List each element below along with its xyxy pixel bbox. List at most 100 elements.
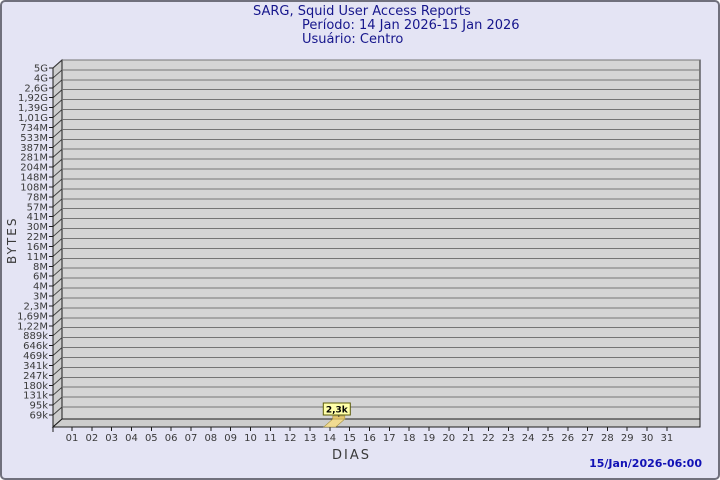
- y-tick-label: 69k: [29, 411, 48, 422]
- x-tick-label: 08: [204, 433, 217, 444]
- floor-3d: [51, 418, 701, 428]
- x-tick-label: 23: [502, 433, 515, 444]
- wall-grid-segment: [52, 238, 63, 247]
- y-tick-label: 180k: [23, 381, 48, 392]
- y-tick-label: 30M: [27, 222, 48, 233]
- wall-grid-segment: [52, 297, 63, 307]
- x-tick-label: 05: [145, 433, 158, 444]
- wall-grid-segment: [52, 228, 63, 237]
- report-user: Usuário: Centro: [302, 32, 404, 47]
- y-tick-label: 1,92G: [18, 93, 48, 104]
- x-tick-label: 03: [105, 433, 118, 444]
- wall-grid-segment: [52, 99, 63, 108]
- x-tick-label: 09: [224, 433, 237, 444]
- wall-grid-segment: [52, 79, 63, 89]
- y-tick-label: 247k: [23, 371, 48, 382]
- x-tick-label: 27: [581, 433, 594, 444]
- wall-grid-segment: [52, 89, 63, 99]
- y-axis-title: BYTES: [5, 216, 19, 264]
- y-tick-label: 78M: [27, 192, 48, 203]
- wall-grid-segment: [52, 327, 63, 337]
- report-period: Período: 14 Jan 2026-15 Jan 2026: [302, 18, 520, 33]
- x-tick-label: 28: [601, 433, 614, 444]
- y-tick-label: 646k: [23, 341, 48, 352]
- wall-grid-segment: [52, 148, 63, 158]
- x-tick-label: 29: [621, 433, 634, 444]
- x-tick-label: 06: [165, 433, 178, 444]
- y-tick-label: 1,39G: [18, 103, 48, 114]
- x-tick-label: 12: [284, 433, 297, 444]
- wall-grid-segment: [52, 406, 63, 416]
- y-tick-label: 281M: [20, 153, 48, 164]
- y-tick-label: 41M: [27, 212, 48, 223]
- x-tick-label: 04: [125, 433, 138, 444]
- wall-grid-segment: [52, 178, 63, 188]
- wall-grid-segment: [52, 376, 63, 386]
- x-tick-label: 13: [304, 433, 317, 444]
- wall-grid-segment: [52, 138, 63, 148]
- wall-grid-segment: [52, 198, 63, 208]
- generated-timestamp: 15/Jan/2026-06:00: [589, 457, 702, 470]
- x-tick-label: 18: [403, 433, 416, 444]
- wall-grid-segment: [52, 317, 63, 327]
- x-tick-label: 07: [185, 433, 198, 444]
- wall-grid-segment: [52, 248, 63, 257]
- wall-grid-segment: [52, 386, 63, 396]
- y-tick-label: 889k: [23, 331, 48, 342]
- y-tick-label: 148M: [20, 173, 48, 184]
- x-tick-label: 30: [641, 433, 654, 444]
- y-tick-label: 57M: [27, 202, 48, 213]
- wall-grid-segment: [52, 129, 63, 138]
- y-tick-label: 2,6G: [24, 83, 48, 94]
- y-tick-label: 341k: [23, 361, 48, 372]
- x-tick-label: 10: [244, 433, 257, 444]
- x-tick-label: 11: [264, 433, 277, 444]
- x-tick-label: 15: [343, 433, 356, 444]
- wall-grid-segment: [52, 168, 63, 178]
- wall-grid-segment: [52, 218, 63, 227]
- x-tick-label: 31: [661, 433, 674, 444]
- wall-grid-segment: [52, 188, 63, 198]
- x-tick-label: 24: [522, 433, 535, 444]
- y-tick-label: 1,22M: [17, 321, 48, 332]
- y-tick-label: 469k: [23, 351, 48, 362]
- x-tick-label: 17: [383, 433, 396, 444]
- y-tick-label: 734M: [20, 123, 48, 134]
- y-tick-label: 22M: [27, 232, 48, 243]
- x-tick-label: 01: [66, 433, 79, 444]
- wall-grid-segment: [52, 277, 63, 287]
- y-tick-label: 11M: [27, 252, 48, 263]
- y-tick-label: 4M: [33, 282, 48, 293]
- x-tick-label: 16: [363, 433, 376, 444]
- report-title: SARG, Squid User Access Reports: [253, 4, 471, 19]
- y-tick-label: 131k: [23, 391, 48, 402]
- x-axis-title: DIAS: [332, 448, 371, 463]
- y-tick-label: 387M: [20, 143, 48, 154]
- x-tick-label: 14: [323, 433, 336, 444]
- y-tick-label: 204M: [20, 163, 48, 174]
- wall-grid-segment: [52, 287, 63, 297]
- wall-grid-segment: [52, 158, 63, 168]
- wall-grid-segment: [52, 257, 63, 267]
- wall-grid-segment: [52, 357, 63, 366]
- wall-3d: [52, 58, 63, 429]
- wall-grid-segment: [52, 337, 63, 346]
- wall-grid-segment: [52, 109, 63, 118]
- wall-grid-segment: [52, 59, 63, 69]
- x-tick-label: 22: [482, 433, 495, 444]
- annotation-callout: [322, 402, 351, 416]
- y-tick-label: 3M: [33, 292, 48, 303]
- y-tick-label: 533M: [20, 133, 48, 144]
- wall-grid-segment: [52, 396, 63, 406]
- y-tick-label: 8M: [33, 262, 48, 273]
- y-tick-label: 2,3M: [23, 301, 48, 312]
- y-tick-label: 95k: [29, 401, 48, 412]
- y-tick-label: 1,01G: [18, 113, 48, 124]
- y-tick-label: 5G: [34, 64, 48, 75]
- x-tick-label: 20: [442, 433, 455, 444]
- x-tick-label: 21: [462, 433, 475, 444]
- x-tick-label: 02: [85, 433, 98, 444]
- y-tick-label: 1,69M: [17, 311, 48, 322]
